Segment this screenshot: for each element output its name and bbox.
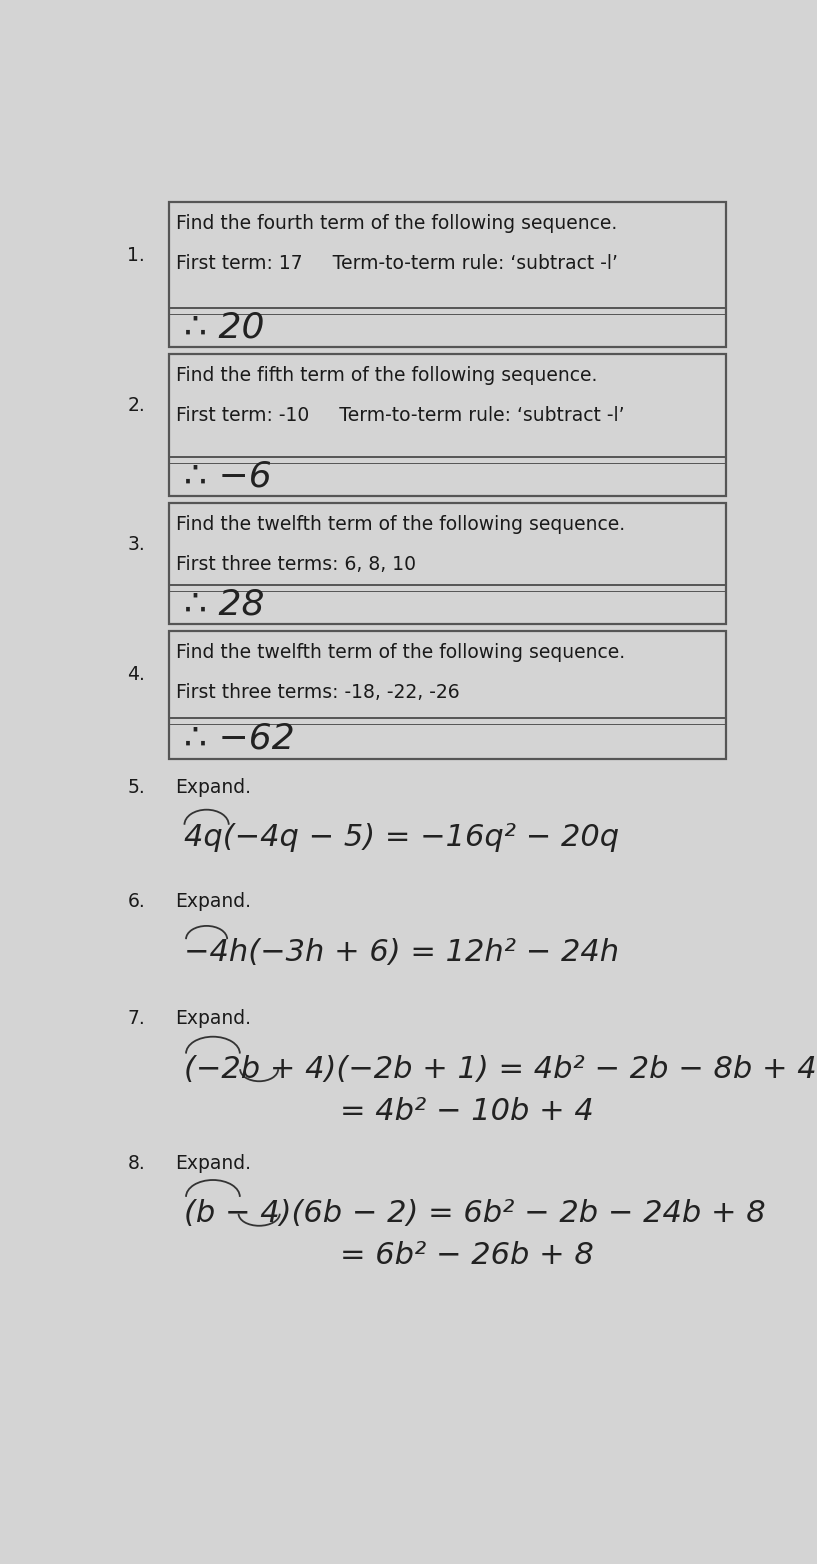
Text: 7.: 7. xyxy=(127,1009,145,1028)
Text: Expand.: Expand. xyxy=(175,777,251,796)
Text: ∴ −6: ∴ −6 xyxy=(185,460,272,494)
Text: = 6b² − 26b + 8: = 6b² − 26b + 8 xyxy=(340,1242,593,1270)
Text: Expand.: Expand. xyxy=(175,1154,251,1173)
Text: First term: -10     Term-to-term rule: ‘subtract -l’: First term: -10 Term-to-term rule: ‘subt… xyxy=(176,405,625,425)
Text: First three terms: -18, -22, -26: First three terms: -18, -22, -26 xyxy=(176,682,460,702)
Text: 5.: 5. xyxy=(127,777,145,796)
Text: Find the fourth term of the following sequence.: Find the fourth term of the following se… xyxy=(176,214,618,233)
Text: 3.: 3. xyxy=(127,535,145,554)
Text: First term: 17     Term-to-term rule: ‘subtract -l’: First term: 17 Term-to-term rule: ‘subtr… xyxy=(176,253,618,272)
Text: Find the fifth term of the following sequence.: Find the fifth term of the following seq… xyxy=(176,366,597,385)
Text: Expand.: Expand. xyxy=(175,1009,251,1028)
Text: −4h(−3h + 6) = 12h² − 24h: −4h(−3h + 6) = 12h² − 24h xyxy=(185,938,619,967)
Text: (b − 4)(6b − 2) = 6b² − 2b − 24b + 8: (b − 4)(6b − 2) = 6b² − 2b − 24b + 8 xyxy=(185,1200,766,1228)
Bar xyxy=(168,630,725,759)
Text: 6.: 6. xyxy=(127,891,145,912)
Text: 8.: 8. xyxy=(127,1154,145,1173)
Bar xyxy=(168,504,725,624)
Text: Expand.: Expand. xyxy=(175,891,251,912)
Text: 4.: 4. xyxy=(127,665,145,683)
Text: First three terms: 6, 8, 10: First three terms: 6, 8, 10 xyxy=(176,555,416,574)
Text: Find the twelfth term of the following sequence.: Find the twelfth term of the following s… xyxy=(176,643,625,662)
Text: = 4b² − 10b + 4: = 4b² − 10b + 4 xyxy=(340,1096,593,1126)
Text: 4q(−4q − 5) = −16q² − 20q: 4q(−4q − 5) = −16q² − 20q xyxy=(185,824,619,852)
Text: 2.: 2. xyxy=(127,396,145,414)
Text: ∴ 28: ∴ 28 xyxy=(185,588,265,621)
Text: (−2b + 4)(−2b + 1) = 4b² − 2b − 8b + 4: (−2b + 4)(−2b + 1) = 4b² − 2b − 8b + 4 xyxy=(185,1054,817,1084)
Bar xyxy=(168,202,725,347)
Text: Find the twelfth term of the following sequence.: Find the twelfth term of the following s… xyxy=(176,515,625,535)
Text: ∴ 20: ∴ 20 xyxy=(185,310,265,344)
Text: ∴ −62: ∴ −62 xyxy=(185,721,295,755)
Bar xyxy=(168,353,725,496)
Text: 1.: 1. xyxy=(127,246,145,264)
